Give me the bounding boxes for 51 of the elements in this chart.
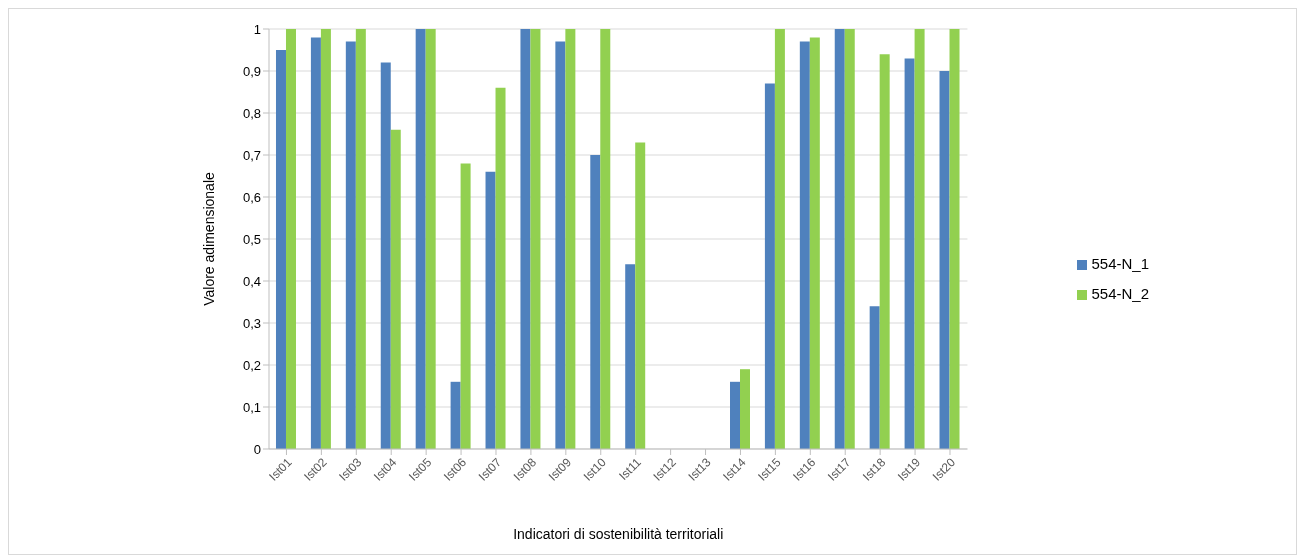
bar [495,87,506,449]
bar [764,83,775,449]
bar [914,29,925,449]
bar [520,29,531,449]
y-tick-label: 0,7 [242,147,261,163]
bar [949,29,960,449]
bar [285,29,296,449]
bar [729,381,740,449]
bar [450,381,461,449]
bar [390,129,401,449]
y-tick-label: 0,8 [242,105,261,121]
bar [485,171,496,449]
bar [275,50,286,449]
y-tick-label: 1 [253,21,261,37]
bar [345,41,356,449]
bar [355,29,366,449]
bar [625,264,636,449]
y-tick-label: 0,6 [242,189,261,205]
y-axis-title: Valore adimensionale [200,171,217,306]
y-tick-label: 0,1 [242,399,261,415]
bar [530,29,541,449]
bar [380,62,391,449]
bar [320,29,331,449]
bar [879,54,890,449]
bar [590,155,601,449]
bar [809,37,820,449]
bar [844,29,855,449]
legend-label: 554-N_1 [1091,255,1149,272]
bar [310,37,321,449]
y-tick-label: 0,5 [242,231,261,247]
y-tick-label: 0,4 [242,273,261,289]
bar [774,29,785,449]
bar [425,29,436,449]
y-tick-label: 0,3 [242,315,261,331]
bar [904,58,915,449]
bar [869,306,880,449]
bar [739,369,750,449]
legend-label: 554-N_2 [1091,285,1149,302]
bar [600,29,611,449]
bar [460,163,471,449]
bar [555,41,566,449]
bar [834,29,845,449]
y-tick-label: 0 [253,441,261,457]
bar [635,142,646,449]
bar [415,29,426,449]
y-tick-label: 0,2 [242,357,261,373]
x-axis-title: Indicatori di sostenibilità territoriali [513,526,724,542]
bar [565,29,576,449]
bar [799,41,810,449]
bar [939,71,950,449]
y-tick-label: 0,9 [242,63,261,79]
